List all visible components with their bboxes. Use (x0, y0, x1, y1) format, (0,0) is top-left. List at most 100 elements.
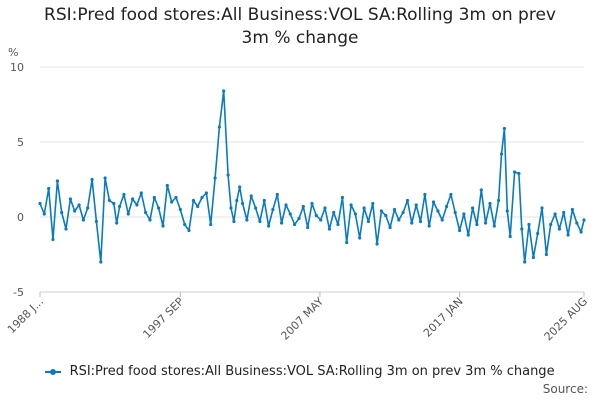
data-point (226, 173, 230, 177)
data-point (235, 198, 239, 203)
data-point (405, 198, 410, 203)
data-point (423, 192, 427, 197)
data-point (112, 201, 116, 206)
data-point (258, 219, 262, 224)
data-point (200, 195, 204, 200)
x-tick-label: 1988 J... (5, 295, 46, 336)
data-point (301, 204, 305, 209)
x-tick-label: 1997 SEP (140, 295, 186, 341)
data-point (562, 210, 566, 215)
x-axis: 1988 J... 1997 SEP 2007 MAY 2017 JAN 2025 AU… (5, 291, 591, 344)
data-point (284, 203, 288, 207)
data-point (431, 200, 436, 204)
data-point (103, 176, 107, 180)
data-point (513, 170, 517, 174)
data-point (55, 179, 60, 183)
data-point (517, 171, 521, 176)
data-point (152, 195, 156, 200)
data-point (497, 198, 501, 203)
data-point (99, 260, 103, 264)
data-point (436, 209, 440, 213)
legend-marker-icon (45, 368, 62, 375)
chart-title-line-1: RSI:Pred food stores:All Business:VOL SA… (44, 5, 556, 25)
data-point (392, 207, 397, 212)
source-label: Source: (542, 382, 588, 396)
data-point (204, 191, 208, 195)
y-tick-label: 0 (17, 211, 24, 224)
data-point (384, 213, 388, 218)
data-point (582, 218, 586, 222)
data-point (375, 242, 379, 246)
data-point (418, 219, 423, 224)
data-point (488, 201, 492, 206)
legend[interactable]: RSI:Pred food stores:All Business:VOL SA… (0, 364, 600, 379)
data-point (280, 221, 284, 225)
data-point (358, 236, 362, 240)
data-point (157, 206, 161, 210)
data-point (458, 228, 462, 233)
data-point (492, 224, 496, 228)
data-point (68, 197, 72, 201)
data-point (479, 188, 483, 192)
series-line (39, 90, 585, 263)
data-point (449, 192, 453, 197)
data-point (557, 227, 562, 231)
data-point (38, 201, 42, 206)
data-point (148, 218, 152, 222)
data-point (213, 176, 217, 180)
data-point (238, 185, 242, 189)
data-point (245, 218, 249, 222)
data-point (94, 219, 98, 224)
data-point (575, 221, 579, 225)
data-point (505, 209, 509, 213)
data-point (379, 209, 383, 213)
data-point (191, 198, 195, 203)
data-point (131, 197, 135, 201)
data-point (388, 225, 392, 230)
data-point (126, 212, 130, 216)
data-point (275, 192, 279, 197)
data-point (466, 233, 470, 237)
data-point (523, 260, 527, 264)
x-tick-label: 2025 AUG (542, 295, 591, 344)
chart-title-line-2: 3m % change (241, 28, 359, 48)
data-point (353, 212, 357, 216)
data-point (310, 201, 314, 206)
data-point (170, 200, 174, 204)
data-point (81, 218, 85, 222)
data-point (314, 213, 318, 218)
data-point (178, 207, 182, 212)
data-point (579, 230, 583, 234)
data-point (414, 203, 418, 207)
x-tick-label: 2007 MAY (278, 295, 326, 343)
data-point (397, 218, 401, 222)
y-tick-label: -5 (13, 286, 24, 299)
data-point (475, 222, 479, 227)
data-point (323, 206, 327, 210)
data-point (196, 204, 200, 209)
data-point (440, 218, 444, 222)
data-point (520, 227, 524, 231)
data-point (222, 89, 226, 93)
legend-label: RSI:Pred food stores:All Business:VOL SA… (69, 364, 555, 379)
x-tick-label: 2017 JAN (421, 295, 466, 340)
data-point (319, 218, 323, 222)
data-point (349, 203, 353, 207)
data-point (540, 206, 544, 210)
data-point (327, 227, 331, 231)
data-point (254, 206, 258, 210)
data-point (499, 152, 504, 156)
data-point (527, 222, 531, 227)
data-point (118, 204, 122, 209)
data-point (73, 209, 77, 213)
data-point (77, 203, 81, 207)
grid-lines (40, 66, 584, 293)
data-point (267, 224, 271, 228)
y-axis-unit: % (8, 46, 18, 59)
data-point (229, 206, 233, 210)
data-point (531, 255, 536, 260)
data-point (249, 194, 253, 198)
data-point (462, 212, 466, 216)
data-point (174, 195, 178, 200)
y-axis: % -5 0 5 10 (8, 46, 24, 299)
